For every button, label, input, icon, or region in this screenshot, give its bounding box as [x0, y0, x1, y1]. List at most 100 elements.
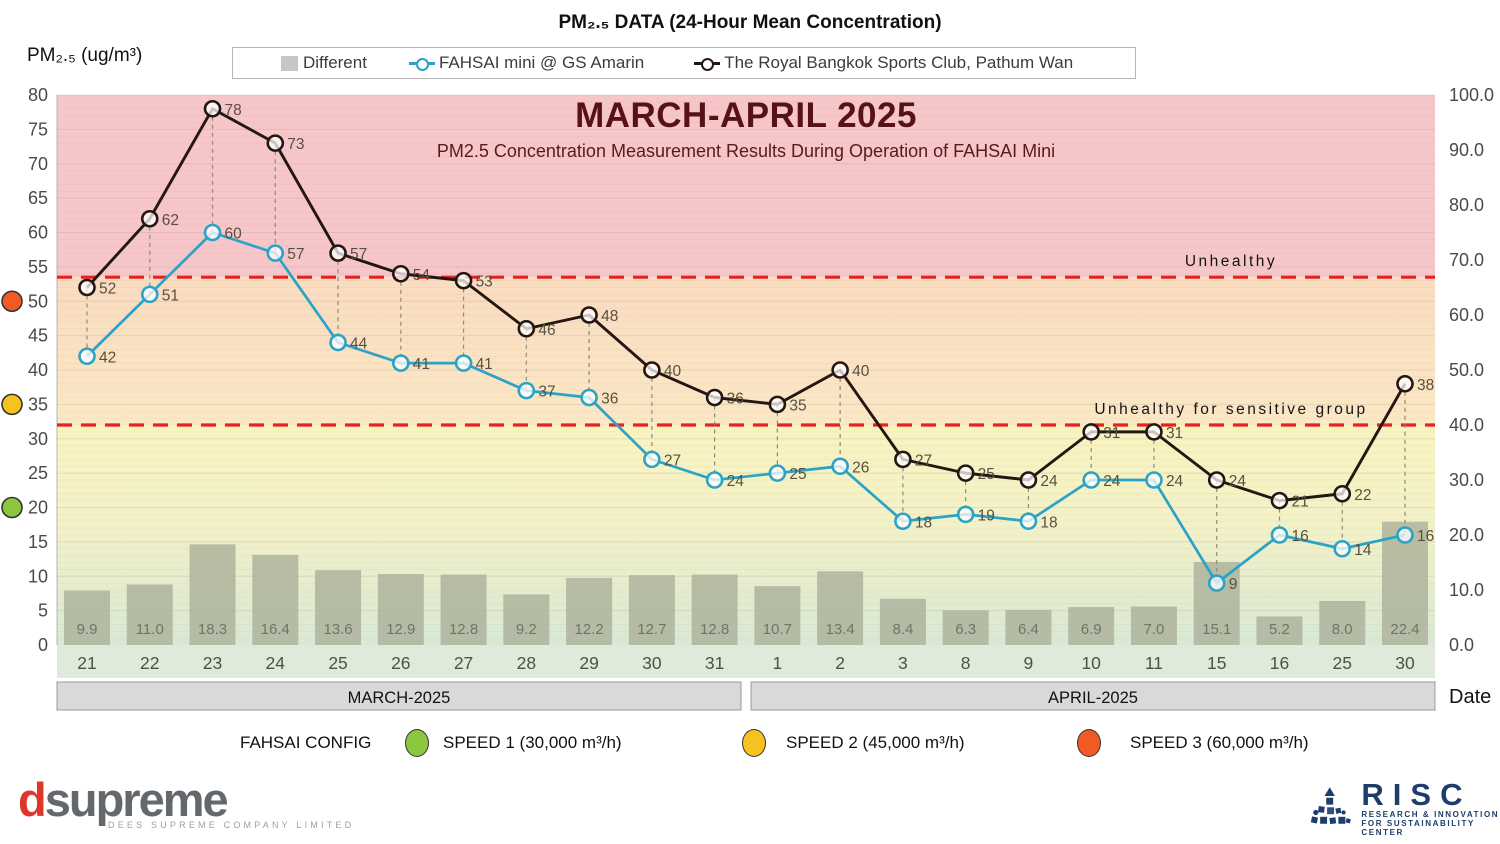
day-label: 16 — [1270, 653, 1289, 673]
right-tick-label: 100.0 — [1449, 85, 1494, 105]
point-value-label: 78 — [225, 102, 242, 119]
legend-label: The Royal Bangkok Sports Club, Pathum Wa… — [724, 53, 1074, 72]
risc-tagline-1: RESEARCH & INNOVATION — [1361, 810, 1500, 819]
data-point — [643, 361, 661, 379]
point-value-label: 24 — [1229, 473, 1247, 490]
speed2-label: SPEED 2 (45,000 m³/h) — [786, 733, 965, 752]
data-point — [454, 271, 473, 290]
dsupreme-logo-rest: supreme — [44, 773, 229, 826]
legend-item-different: Different — [281, 53, 367, 73]
left-tick-label: 10 — [28, 566, 48, 586]
dsupreme-logo: dsupreme DEES SUPREME COMPANY LIMITED — [18, 776, 355, 830]
bar — [754, 586, 801, 645]
point-value-label: 18 — [915, 514, 932, 531]
data-point — [705, 471, 724, 489]
bar-value-label: 6.4 — [1018, 621, 1039, 638]
day-label: 30 — [642, 653, 662, 673]
point-value-label: 44 — [350, 336, 368, 353]
point-value-label: 40 — [664, 363, 682, 380]
point-value-label: 14 — [1354, 542, 1372, 559]
bar-value-label: 5.2 — [1269, 621, 1290, 638]
line-marker-icon — [408, 56, 435, 71]
month-band — [750, 681, 1436, 711]
point-value-label: 27 — [664, 452, 681, 469]
risc-logo: RISC RESEARCH & INNOVATION FOR SUSTAINAB… — [1308, 779, 1500, 837]
point-value-label: 52 — [99, 281, 116, 298]
zone-red — [57, 95, 1435, 278]
point-value-label: 9 — [1229, 576, 1238, 593]
line-marker-icon — [694, 56, 721, 71]
left-tick-label: 50 — [28, 291, 48, 311]
right-tick-label: 80.0 — [1449, 195, 1484, 215]
bar-value-label: 12.2 — [574, 621, 603, 638]
bar-value-label: 13.6 — [323, 621, 352, 638]
bar-value-label: 12.9 — [386, 621, 415, 638]
bar — [628, 575, 675, 645]
data-point — [894, 450, 912, 469]
data-point — [329, 333, 347, 352]
left-tick-label: 35 — [28, 394, 48, 414]
risc-triangle-icon — [1310, 786, 1351, 824]
point-value-label: 57 — [350, 246, 367, 263]
right-tick-label: 50.0 — [1449, 360, 1484, 380]
axis-speed-dot — [1, 290, 23, 313]
config-legend-title: FAHSAI CONFIG — [240, 733, 372, 752]
bar-value-label: 12.8 — [700, 621, 729, 638]
dsupreme-tagline: DEES SUPREME COMPANY LIMITED — [108, 820, 355, 830]
bar-value-label: 7.0 — [1144, 621, 1165, 638]
day-label: 9 — [1024, 653, 1034, 673]
point-value-label: 42 — [99, 349, 116, 366]
bar-value-label: 13.4 — [826, 621, 855, 638]
bar-value-label: 15.1 — [1202, 621, 1231, 638]
day-label: 21 — [77, 653, 96, 673]
left-tick-label: 0 — [38, 635, 48, 655]
bar — [503, 594, 550, 645]
point-value-label: 19 — [978, 507, 995, 524]
data-point — [1082, 471, 1100, 489]
bar — [942, 610, 989, 645]
data-point — [1145, 423, 1163, 441]
right-tick-label: 70.0 — [1449, 250, 1484, 270]
day-label: 10 — [1081, 653, 1101, 673]
data-point — [78, 347, 96, 366]
day-label: 30 — [1395, 653, 1415, 673]
data-point — [831, 457, 849, 476]
day-label: 22 — [140, 653, 159, 673]
bar-value-label: 9.9 — [77, 621, 98, 638]
chart-subtitle: PM2.5 Concentration Measurement Results … — [436, 141, 1056, 161]
legend-item-royal: The Royal Bangkok Sports Club, Pathum Wa… — [694, 53, 1073, 73]
right-tick-label: 30.0 — [1449, 470, 1484, 490]
day-label: 28 — [517, 653, 536, 673]
data-point — [643, 450, 661, 469]
point-value-label: 73 — [287, 136, 304, 153]
day-label: 15 — [1207, 653, 1226, 673]
speed3-label: SPEED 3 (60,000 m³/h) — [1130, 733, 1309, 752]
bar-value-label: 16.4 — [261, 621, 290, 638]
bar — [440, 574, 487, 645]
point-value-label: 51 — [162, 287, 179, 304]
bar-value-label: 9.2 — [516, 621, 537, 638]
month-band-label: MARCH-2025 — [348, 689, 451, 707]
point-value-label: 27 — [915, 452, 932, 469]
point-value-label: 21 — [1291, 494, 1308, 511]
data-point — [392, 354, 410, 372]
bar-value-label: 11.0 — [136, 621, 164, 638]
data-point — [1207, 471, 1226, 489]
left-tick-label: 20 — [28, 498, 48, 518]
fahsai-config-legend: FAHSAI CONFIG SPEED 1 (30,000 m³/h) SPEE… — [0, 727, 1500, 759]
point-value-label: 22 — [1354, 487, 1371, 504]
data-point — [203, 99, 222, 118]
bar — [64, 590, 110, 645]
data-point — [580, 388, 598, 407]
data-point — [392, 264, 410, 283]
data-point — [1333, 484, 1352, 503]
bar — [252, 554, 299, 645]
data-point — [517, 381, 536, 400]
data-point — [266, 134, 285, 152]
point-value-label: 54 — [413, 267, 431, 284]
legend-item-fahsai: FAHSAI mini @ GS Amarin — [408, 53, 644, 73]
data-point — [831, 361, 849, 379]
data-point — [266, 244, 285, 262]
bar — [1256, 616, 1303, 645]
bar — [817, 571, 864, 645]
